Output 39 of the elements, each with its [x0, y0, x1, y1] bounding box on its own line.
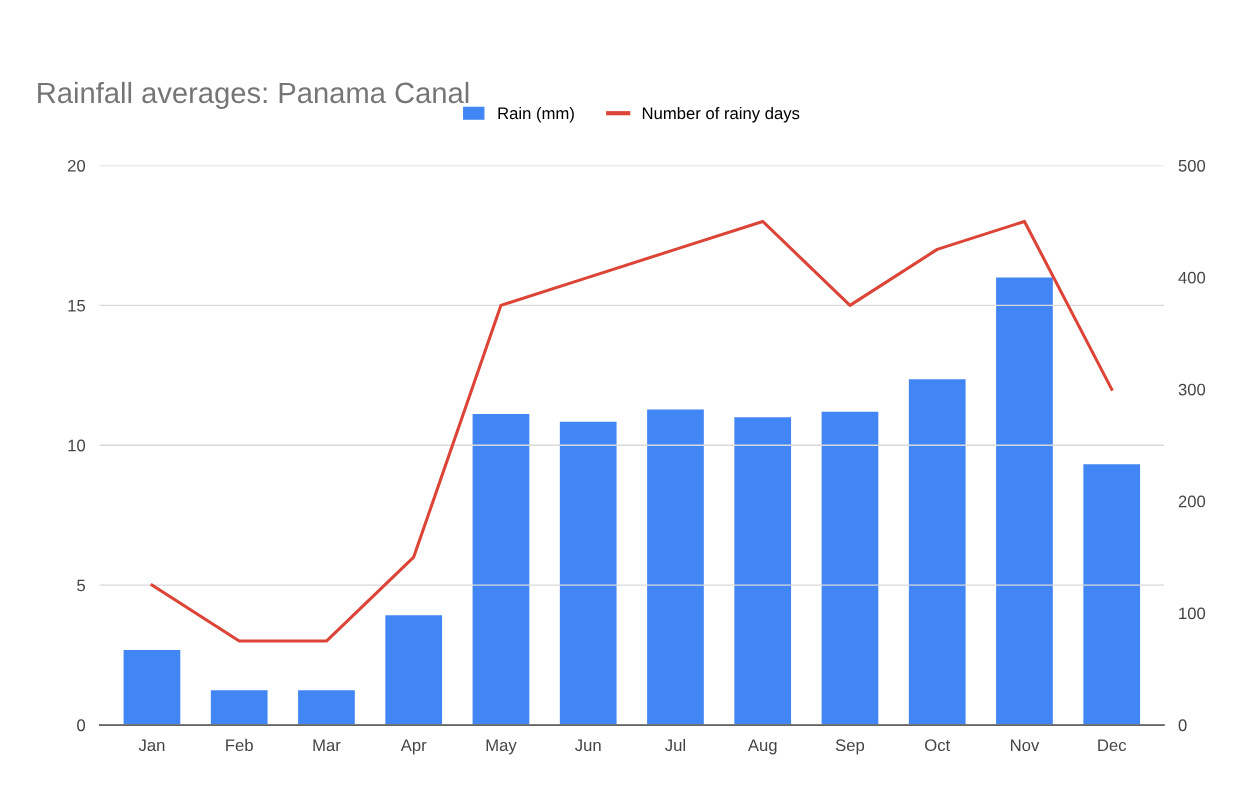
x-tick-label: Oct	[925, 739, 951, 752]
y-tick-label: 20	[68, 159, 86, 172]
x-tick-label: May	[486, 739, 517, 755]
bar	[472, 413, 530, 725]
bar	[210, 690, 268, 725]
bar	[734, 417, 792, 725]
bar	[123, 649, 181, 725]
y2-tick-label: 300	[1178, 383, 1206, 396]
y-tick-label: 15	[68, 299, 86, 312]
x-tick-label: Nov	[1011, 739, 1040, 752]
y2-tick-label: 500	[1178, 159, 1206, 172]
y-tick-label: 10	[68, 439, 86, 452]
x-tick-label: Dec	[1098, 739, 1127, 752]
bar	[647, 409, 704, 725]
y2-tick-label: 200	[1178, 495, 1206, 508]
y2-tick-label: 0	[1178, 719, 1187, 732]
legend-label: Number of rainy days	[642, 106, 800, 123]
bar	[908, 379, 966, 725]
y-tick-label: 0	[77, 719, 86, 732]
x-tick-label: Feb	[226, 738, 253, 752]
legend-label: Rain (mm)	[498, 106, 574, 123]
x-tick-label: Jun	[575, 739, 601, 752]
bar	[821, 411, 879, 725]
bar	[385, 615, 443, 725]
x-tick-label: Aug	[747, 739, 777, 755]
x-tick-label: Jul	[665, 738, 685, 752]
line-series	[150, 219, 1114, 643]
y2-tick-label: 400	[1178, 271, 1206, 284]
x-tick-label: Mar	[313, 739, 341, 752]
bar	[559, 421, 617, 725]
chart-title: Rainfall averages: Panama Canal	[38, 81, 469, 110]
x-tick-label: Apr	[400, 739, 427, 755]
x-tick-label: Sep	[835, 739, 865, 755]
x-tick-label: Jan	[138, 739, 165, 752]
y-tick-label: 5	[77, 579, 86, 592]
y2-tick-label: 100	[1179, 607, 1206, 620]
bar	[298, 690, 355, 725]
bar	[996, 277, 1053, 725]
bar	[1083, 464, 1141, 725]
